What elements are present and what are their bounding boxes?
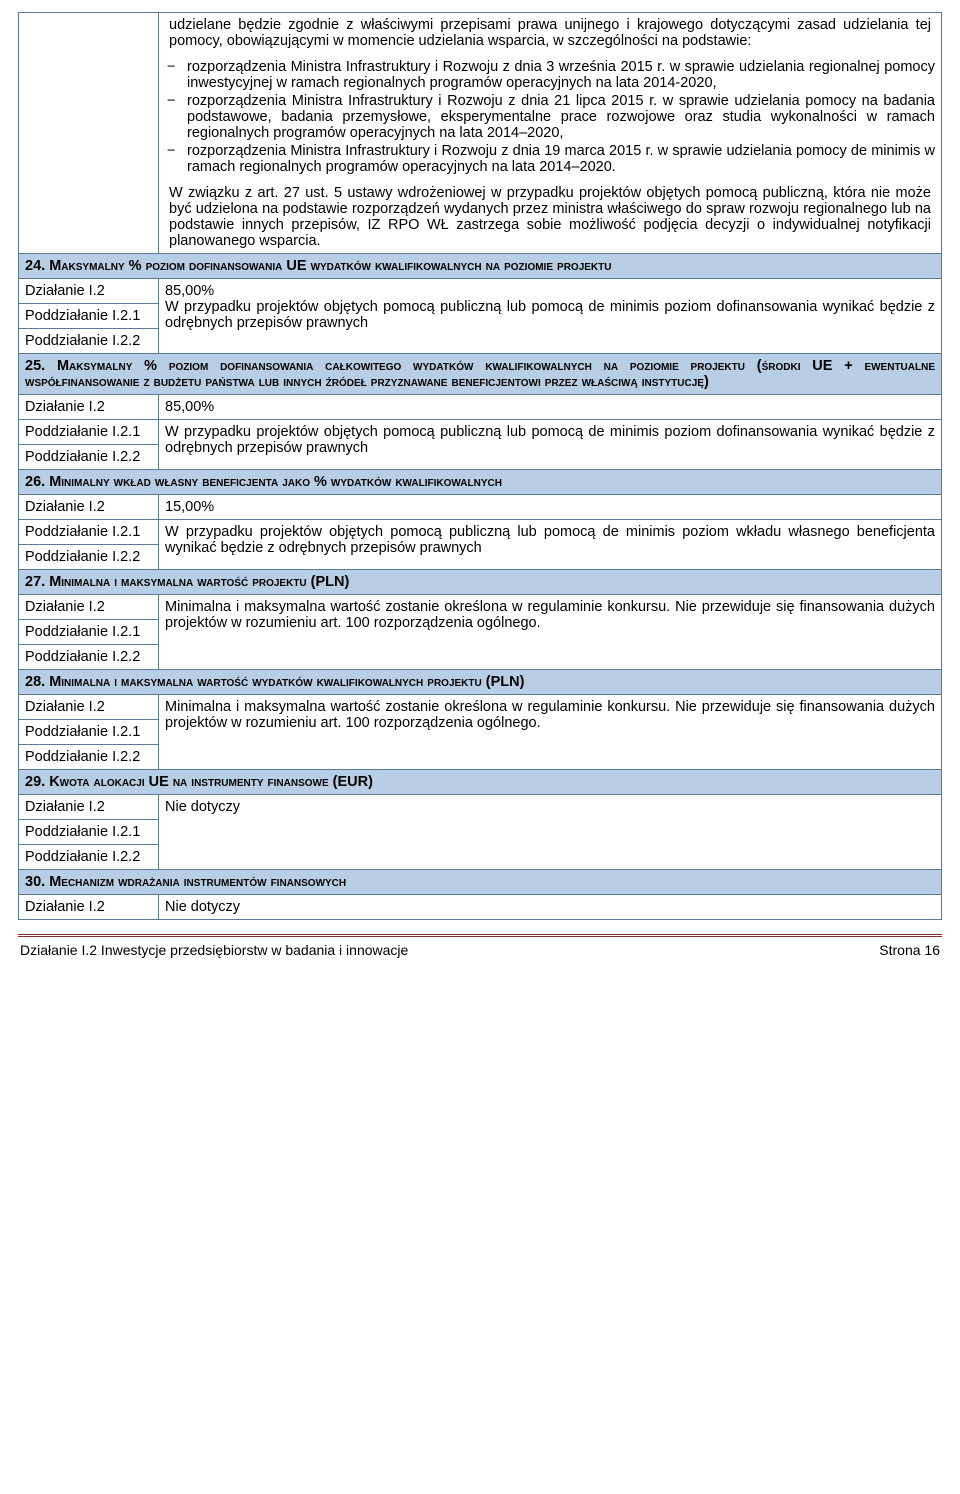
row-label: Poddziałanie I.2.2 (19, 545, 159, 570)
list-item: rozporządzenia Ministra Infrastruktury i… (187, 93, 935, 141)
row-label: Poddziałanie I.2.1 (19, 420, 159, 445)
section-title: Maksymalny % poziom dofinansowania całko… (25, 358, 935, 390)
section-29-value: Nie dotyczy (159, 795, 942, 870)
section-title: Minimalna i maksymalna wartość projektu … (49, 574, 349, 590)
intro-text: udzielane będzie zgodnie z właściwymi pr… (165, 17, 935, 49)
section-24-value: 85,00% W przypadku projektów objętych po… (159, 279, 942, 354)
section-30-value: Nie dotyczy (159, 895, 942, 920)
section-title: Minimalny wkład własny beneficjenta jako… (49, 474, 502, 490)
document-table: udzielane będzie zgodnie z właściwymi pr… (18, 12, 942, 920)
paragraph-2: W związku z art. 27 ust. 5 ustawy wdroże… (165, 185, 935, 249)
section-title: Mechanizm wdrażania instrumentów finanso… (49, 874, 346, 890)
section-28-header: 28. Minimalna i maksymalna wartość wydat… (19, 670, 942, 695)
section-27-header: 27. Minimalna i maksymalna wartość proje… (19, 570, 942, 595)
section-25-value-23: W przypadku projektów objętych pomocą pu… (159, 420, 942, 470)
empty-label-cell (19, 13, 159, 254)
row-label: Działanie I.2 (19, 695, 159, 720)
row-label: Poddziałanie I.2.1 (19, 620, 159, 645)
section-25-value-1: 85,00% (159, 395, 942, 420)
row-label: Działanie I.2 (19, 495, 159, 520)
section-26-header: 26. Minimalny wkład własny beneficjenta … (19, 470, 942, 495)
row-label: Poddziałanie I.2.1 (19, 304, 159, 329)
intro-cell: udzielane będzie zgodnie z właściwymi pr… (159, 13, 942, 254)
row-label: Poddziałanie I.2.1 (19, 520, 159, 545)
section-25-header: 25. Maksymalny % poziom dofinansowania c… (19, 354, 942, 395)
section-title: Minimalna i maksymalna wartość wydatków … (49, 674, 524, 690)
regulation-list: rozporządzenia Ministra Infrastruktury i… (165, 59, 935, 175)
section-26-value-1: 15,00% (159, 495, 942, 520)
row-label: Poddziałanie I.2.2 (19, 845, 159, 870)
row-label: Działanie I.2 (19, 595, 159, 620)
footer-right: Strona 16 (879, 942, 940, 958)
section-number: 29. (25, 774, 45, 790)
section-number: 26. (25, 474, 45, 490)
section-28-value: Minimalna i maksymalna wartość zostanie … (159, 695, 942, 770)
row-label: Poddziałanie I.2.1 (19, 820, 159, 845)
section-number: 25. (25, 358, 45, 374)
list-item: rozporządzenia Ministra Infrastruktury i… (187, 59, 935, 91)
section-number: 30. (25, 874, 45, 890)
section-number: 24. (25, 258, 45, 274)
row-label: Poddziałanie I.2.2 (19, 329, 159, 354)
section-24-header: 24. Maksymalny % poziom dofinansowania U… (19, 254, 942, 279)
row-label: Działanie I.2 (19, 895, 159, 920)
footer-left: Działanie I.2 Inwestycje przedsiębiorstw… (20, 942, 408, 958)
section-29-header: 29. Kwota alokacji UE na instrumenty fin… (19, 770, 942, 795)
section-number: 27. (25, 574, 45, 590)
row-label: Działanie I.2 (19, 795, 159, 820)
section-27-value: Minimalna i maksymalna wartość zostanie … (159, 595, 942, 670)
row-label: Działanie I.2 (19, 279, 159, 304)
section-title: Kwota alokacji UE na instrumenty finanso… (49, 774, 373, 790)
section-number: 28. (25, 674, 45, 690)
row-label: Działanie I.2 (19, 395, 159, 420)
section-30-header: 30. Mechanizm wdrażania instrumentów fin… (19, 870, 942, 895)
row-label: Poddziałanie I.2.1 (19, 720, 159, 745)
page-footer: Działanie I.2 Inwestycje przedsiębiorstw… (18, 938, 942, 958)
row-label: Poddziałanie I.2.2 (19, 645, 159, 670)
list-item: rozporządzenia Ministra Infrastruktury i… (187, 143, 935, 175)
row-label: Poddziałanie I.2.2 (19, 745, 159, 770)
section-26-value-23: W przypadku projektów objętych pomocą pu… (159, 520, 942, 570)
section-title: Maksymalny % poziom dofinansowania UE wy… (49, 258, 611, 274)
row-label: Poddziałanie I.2.2 (19, 445, 159, 470)
